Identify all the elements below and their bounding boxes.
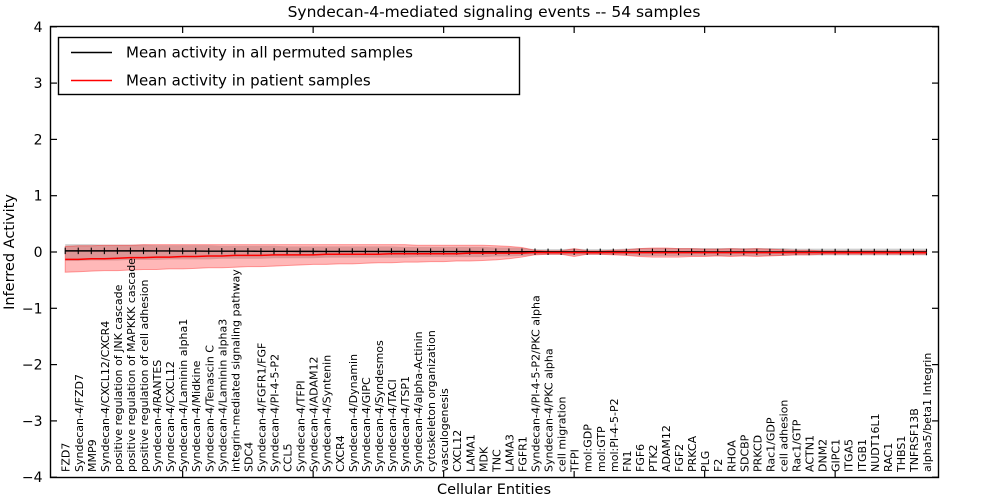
x-tick-label: ITGA5 [843, 439, 856, 472]
legend-box [57, 36, 521, 96]
y-tick-label: 0 [34, 245, 43, 261]
x-tick-label: MMP9 [86, 439, 99, 472]
x-tick-label: Syndecan-4/alpha-Actinin [412, 331, 425, 472]
x-tick-label: Rac1/GDP [764, 417, 777, 472]
x-tick-label: PRKCD [751, 435, 764, 472]
x-tick-label: RAC1 [882, 443, 895, 472]
x-tick-label: Syndecan-4/ADAM12 [308, 357, 321, 472]
y-tick-label: 3 [34, 76, 43, 92]
x-tick-label: Syndecan-4/Tenascin C [203, 345, 216, 472]
y-tick-label: 4 [34, 20, 43, 36]
x-tick-label: Syndecan-4/Midkine [190, 360, 203, 472]
x-tick-label: FGF6 [634, 444, 647, 472]
legend-label-patient: Mean activity in patient samples [126, 72, 371, 90]
x-tick-label: mol:PI-4-5-P2 [608, 398, 621, 472]
x-tick-label: F2 [712, 459, 725, 472]
y-axis-title: Inferred Activity [2, 194, 18, 310]
x-tick-label: Syndecan-4/PKC alpha [543, 348, 556, 472]
x-tick-label: cell adhesion [777, 400, 790, 472]
x-tick-label: Syndecan-4/Syndesmos [373, 340, 386, 472]
x-tick-label: FGFR1 [516, 436, 529, 472]
x-tick-label: ADAM12 [660, 425, 673, 472]
x-tick-label: Syndecan-4/PI-4-5-P2 [269, 354, 282, 472]
x-tick-label: GIPC1 [830, 439, 843, 472]
x-tick-label: DNM2 [817, 439, 830, 472]
x-tick-label: NUDT16L1 [869, 413, 882, 472]
x-tick-label: mol:GDP [582, 424, 595, 472]
x-tick-label: Syndecan-4/TACI [386, 379, 399, 472]
x-tick-label: FN1 [621, 450, 634, 472]
legend: Mean activity in all permuted samples Me… [57, 36, 521, 96]
x-tick-label-layer: FZD7 Syndecan-4/FZD7 MMP9 Syndecan-4/CXCL12… [60, 258, 934, 473]
x-tick-label: LAMA1 [464, 434, 477, 472]
x-tick-label: FGF2 [673, 444, 686, 472]
y-tick-label: −2 [22, 358, 43, 374]
x-tick-label: positive regulation of JNK cascade [112, 284, 125, 472]
y-tick-label: −4 [22, 470, 43, 486]
x-tick-label: Syndecan-4/FZD7 [73, 374, 86, 472]
series-line-layer [64, 247, 928, 261]
x-tick-label: Rac1/GTP [791, 419, 804, 472]
x-tick-label: ACTN1 [804, 435, 817, 472]
x-tick-label: SDCBP [738, 434, 751, 472]
x-tick-label: Syndecan-4/Laminin alpha1 [177, 319, 190, 472]
x-tick-label: Syndecan-4/CXCL12/CXCR4 [99, 321, 112, 472]
x-tick-label: Syndecan-4/RANTES [151, 360, 164, 472]
x-tick-label: Syndecan-4/CXCL12 [164, 361, 177, 472]
x-tick-label: FZD7 [60, 443, 73, 472]
x-tick-label: positive regulation of MAPKKK cascade [125, 258, 138, 472]
x-tick-label: Syndecan-4/FGFR1/FGF [255, 343, 268, 472]
x-tick-label: mol:GTP [595, 426, 608, 472]
axis-tick-layer [50, 26, 939, 478]
x-tick-label: Syndecan-4/Laminin alpha3 [216, 319, 229, 472]
x-tick-label: PLG [699, 451, 712, 472]
x-tick-label: alpha5/beta1 Integrin [921, 353, 934, 472]
x-tick-label: SDC4 [242, 442, 255, 472]
x-tick-label: MDK [477, 446, 490, 472]
y-tick-label: 1 [34, 189, 43, 205]
x-axis-title: Cellular Entities [437, 482, 551, 498]
x-tick-label: TFPI [569, 449, 582, 473]
x-tick-label: Syndecan-4/GIPC [360, 377, 373, 472]
y-tick-label-layer: −4 −3 −2 −1 0 1 2 3 4 [22, 20, 43, 486]
x-tick-label: vasculogenesis [438, 388, 451, 472]
x-tick-label: Syndecan-4/TFPI [295, 380, 308, 472]
y-tick-label: 2 [34, 132, 43, 148]
x-tick-label: ITGB1 [856, 439, 869, 472]
x-tick-label: TNC [490, 449, 503, 473]
x-tick-label: TNFRSF13B [908, 408, 921, 473]
x-tick-label: CXCL12 [451, 430, 464, 472]
x-tick-label: RHOA [725, 440, 738, 472]
confidence-band-layer [64, 244, 927, 273]
x-tick-label: THBS1 [895, 436, 908, 473]
x-tick-label: PTK2 [647, 444, 660, 472]
x-tick-label: positive regulation of cell adhesion [138, 279, 151, 472]
y-tick-label: −3 [22, 414, 43, 430]
x-tick-label: Syndecan-4/Syntenin [321, 355, 334, 472]
chart-title: Syndecan-4-mediated signaling events -- … [288, 3, 701, 21]
x-tick-label: Syndecan-4/TSP1 [399, 376, 412, 472]
x-tick-label: cytoskeleton organization [425, 330, 438, 472]
x-tick-label: Syndecan-4/Dynamin [347, 354, 360, 472]
x-tick-label: LAMA3 [503, 434, 516, 472]
legend-label-permuted: Mean activity in all permuted samples [126, 44, 413, 62]
x-tick-label: Syndecan-4/PI-4-5-P2/PKC alpha [530, 295, 543, 472]
x-tick-label: CCL5 [282, 444, 295, 473]
x-tick-label: integrin-mediated signaling pathway [229, 269, 242, 472]
y-tick-label: −1 [22, 301, 43, 317]
x-tick-label: PRKCA [686, 435, 699, 472]
x-tick-label: cell migration [556, 396, 569, 472]
patient-mean-line [65, 251, 927, 261]
x-tick-label: CXCR4 [334, 435, 347, 472]
